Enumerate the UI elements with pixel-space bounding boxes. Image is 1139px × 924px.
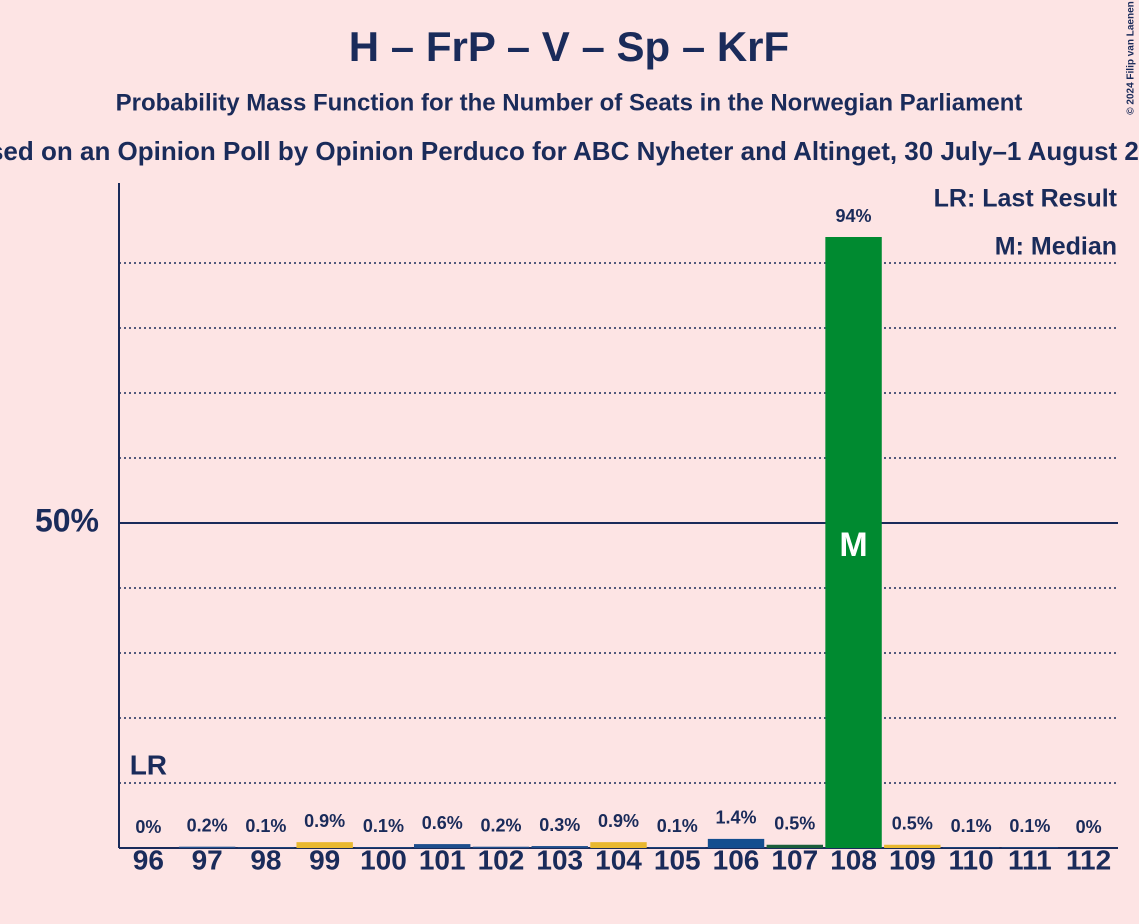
x-tick-label: 101	[419, 844, 466, 875]
bar	[590, 842, 647, 848]
median-marker: M	[839, 526, 867, 564]
chart-title: H – FrP – V – Sp – KrF	[349, 23, 789, 70]
bar	[649, 847, 706, 848]
value-label: 0.2%	[480, 815, 521, 835]
bar	[296, 842, 353, 848]
value-label: 0.6%	[422, 813, 463, 833]
x-tick-label: 97	[192, 844, 223, 875]
x-tick-label: 99	[309, 844, 340, 875]
copyright: © 2024 Filip van Laenen	[1126, 1, 1137, 115]
bar	[237, 847, 295, 848]
value-label: 0.1%	[657, 816, 698, 836]
bar	[707, 838, 765, 848]
value-label: 0.2%	[187, 815, 228, 835]
bar	[766, 844, 824, 848]
legend-entry: LR: Last Result	[934, 185, 1118, 213]
y-tick-label: 50%	[35, 502, 99, 538]
value-label: 0.1%	[951, 816, 992, 836]
value-label: 0.5%	[892, 814, 933, 834]
bar	[413, 844, 471, 848]
value-label: 1.4%	[716, 808, 757, 828]
value-label: 0.1%	[245, 816, 286, 836]
x-tick-label: 107	[771, 844, 818, 875]
x-tick-label: 103	[536, 844, 583, 875]
x-tick-label: 108	[830, 844, 877, 875]
x-tick-label: 105	[654, 844, 701, 875]
bar	[531, 846, 588, 848]
x-tick-label: 111	[1008, 844, 1052, 875]
subtitle: Probability Mass Function for the Number…	[116, 89, 1023, 116]
value-label: 0.9%	[304, 811, 345, 831]
bar	[884, 844, 941, 848]
value-label: 0.1%	[1009, 816, 1050, 836]
legend-entry: M: Median	[995, 233, 1117, 261]
subtitle: Based on an Opinion Poll by Opinion Perd…	[0, 136, 1139, 166]
bar	[178, 846, 236, 848]
bar	[942, 847, 1000, 848]
value-label: 0.1%	[363, 816, 404, 836]
value-label: 0.3%	[539, 815, 580, 835]
last-result-marker: LR	[130, 749, 167, 780]
x-tick-label: 104	[595, 844, 642, 875]
bar	[355, 847, 412, 848]
value-label: 0%	[135, 817, 161, 837]
x-tick-label: 112	[1066, 844, 1111, 875]
x-tick-label: 98	[250, 844, 281, 875]
bar	[1001, 847, 1059, 848]
value-label: 0%	[1076, 817, 1102, 837]
bar	[472, 846, 530, 848]
x-tick-label: 102	[478, 844, 525, 875]
value-label: 0.9%	[598, 811, 639, 831]
x-tick-label: 110	[949, 844, 994, 875]
value-label: 0.5%	[774, 814, 815, 834]
x-tick-label: 100	[360, 844, 407, 875]
bar	[825, 237, 882, 848]
x-tick-label: 106	[713, 844, 760, 875]
x-tick-label: 96	[133, 844, 164, 875]
x-tick-label: 109	[889, 844, 936, 875]
value-label: 94%	[836, 206, 872, 226]
